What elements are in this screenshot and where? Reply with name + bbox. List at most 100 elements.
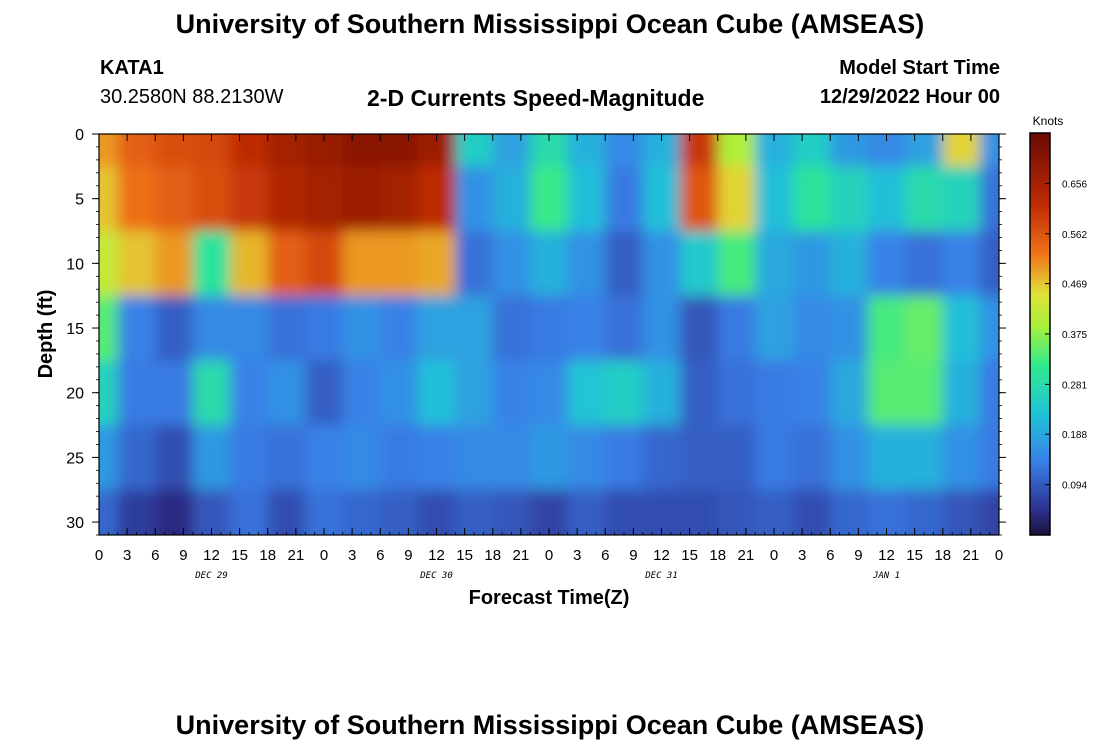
heatmap-cell — [530, 231, 569, 297]
heatmap-cell — [492, 360, 532, 427]
heatmap-cell — [642, 360, 682, 427]
heatmap-cell — [99, 360, 119, 427]
heatmap-cell — [905, 166, 944, 232]
heatmap-cell — [267, 489, 307, 535]
x-tick-label: 21 — [738, 547, 755, 564]
heatmap-cell — [455, 166, 494, 232]
y-tick-label: 20 — [66, 386, 84, 403]
heatmap-cell — [905, 295, 944, 362]
heatmap-cell — [830, 425, 869, 491]
heatmap-cell — [680, 134, 719, 168]
heatmap-cell — [755, 425, 794, 491]
heatmap-cell — [942, 134, 982, 168]
heatmap-cell — [342, 231, 382, 297]
x-tick-label: 9 — [629, 547, 637, 564]
y-axis-label: Depth (ft) — [35, 290, 57, 379]
heatmap-cell — [267, 134, 307, 168]
heatmap-cell — [755, 166, 794, 232]
heatmap-cell — [492, 295, 532, 362]
heatmap-cell — [492, 425, 532, 491]
heatmap-cell — [155, 231, 194, 297]
heatmap-cell — [417, 231, 457, 297]
x-tick-label: 21 — [963, 547, 980, 564]
heatmap-cell — [605, 425, 644, 491]
heatmap-cell — [230, 231, 269, 297]
heatmap-cell — [717, 425, 757, 491]
heatmap-cell — [99, 425, 119, 491]
heatmap-cell — [792, 425, 832, 491]
heatmap-cell — [867, 425, 907, 491]
heatmap-cell — [867, 166, 907, 232]
colorbar-tick-label: 0.188 — [1062, 430, 1087, 441]
x-tick-label: 0 — [770, 547, 778, 564]
x-tick-label: 12 — [878, 547, 895, 564]
heatmap-cell — [99, 134, 119, 168]
heatmap-cell — [380, 295, 419, 362]
heatmap-cell — [492, 134, 532, 168]
heatmap-cell — [305, 231, 344, 297]
y-tick-label: 10 — [66, 256, 84, 273]
heatmap-cell — [417, 360, 457, 427]
heatmap-cell — [717, 166, 757, 232]
model-start-label: Model Start Time — [839, 57, 1000, 79]
heatmap-cell — [192, 360, 232, 427]
y-tick-label: 15 — [66, 321, 84, 338]
heatmap-cell — [117, 360, 157, 427]
day-label: DEC 31 — [644, 571, 678, 581]
heatmap-cell — [830, 231, 869, 297]
heatmap-cell — [305, 295, 344, 362]
day-label: DEC 30 — [419, 571, 453, 581]
heatmap-cell — [942, 425, 982, 491]
x-tick-label: 18 — [259, 547, 276, 564]
colorbar-tick-label: 0.656 — [1062, 179, 1087, 190]
heatmap-cell — [567, 360, 607, 427]
x-tick-label: 21 — [288, 547, 305, 564]
heatmap-cell — [342, 360, 382, 427]
heatmap-cell — [642, 295, 682, 362]
heatmap-cell — [642, 489, 682, 535]
heatmap-cell — [680, 489, 719, 535]
y-tick-label: 25 — [66, 450, 84, 467]
heatmap-cell — [867, 360, 907, 427]
x-axis-label: Forecast Time(Z) — [469, 587, 630, 609]
heatmap-cell — [230, 489, 269, 535]
heatmap-cell — [455, 134, 494, 168]
x-tick-label: 15 — [681, 547, 698, 564]
heatmap-cell — [792, 166, 832, 232]
heatmap-cell — [455, 360, 494, 427]
x-tick-label: 18 — [934, 547, 951, 564]
x-tick-label: 21 — [513, 547, 530, 564]
heatmap-cell — [755, 295, 794, 362]
x-tick-label: 3 — [348, 547, 356, 564]
heatmap-cell — [792, 231, 832, 297]
x-tick-label: 15 — [231, 547, 248, 564]
day-label: DEC 29 — [194, 571, 228, 581]
heatmap-cell — [905, 231, 944, 297]
heatmap-cell — [867, 231, 907, 297]
heatmap-cell — [342, 134, 382, 168]
heatmap-cell — [830, 489, 869, 535]
heatmap-cell — [530, 295, 569, 362]
heatmap-cell — [455, 231, 494, 297]
heatmap-cell — [905, 489, 944, 535]
heatmap-cell — [717, 134, 757, 168]
heatmap-cell — [380, 134, 419, 168]
heatmap-cell — [905, 134, 944, 168]
heatmap-cell — [680, 295, 719, 362]
x-tick-label: 15 — [906, 547, 923, 564]
heatmap-cell — [717, 489, 757, 535]
heatmap-cell — [792, 134, 832, 168]
x-tick-label: 12 — [428, 547, 445, 564]
x-tick-label: 18 — [709, 547, 726, 564]
heatmap-cell — [680, 360, 719, 427]
heatmap-cell — [380, 231, 419, 297]
heatmap-cell — [305, 134, 344, 168]
heatmap-cell — [567, 134, 607, 168]
heatmap-cell — [567, 425, 607, 491]
heatmap-cell — [99, 295, 119, 362]
x-tick-label: 15 — [456, 547, 473, 564]
heatmap-cell — [230, 134, 269, 168]
heatmap-cell — [605, 295, 644, 362]
heatmap-cell — [117, 425, 157, 491]
